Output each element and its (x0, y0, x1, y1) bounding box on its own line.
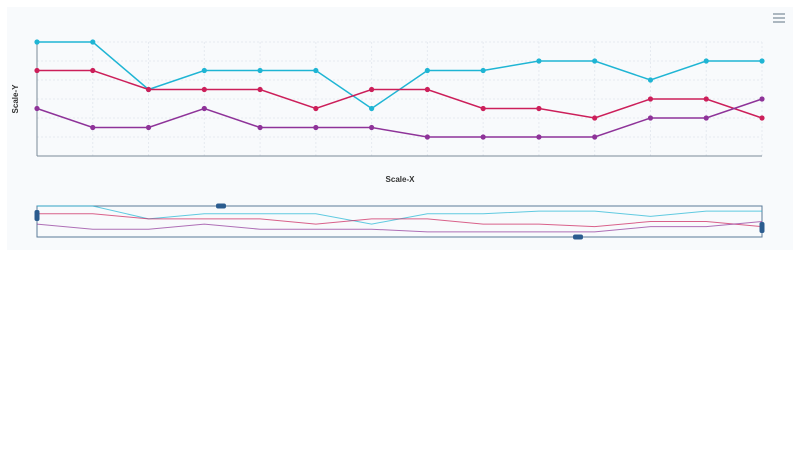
data-point[interactable] (369, 124, 375, 131)
data-point[interactable] (424, 86, 430, 93)
data-point[interactable] (257, 124, 263, 131)
data-point[interactable] (313, 67, 319, 74)
data-point[interactable] (34, 39, 40, 45)
data-point[interactable] (592, 115, 598, 121)
data-point[interactable] (480, 134, 486, 140)
series-line-3 (36, 98, 763, 138)
navigator-right-handle[interactable] (759, 222, 765, 233)
data-point[interactable] (201, 67, 207, 74)
y-axis-title: Scale-Y (11, 84, 20, 114)
data-point[interactable] (592, 58, 598, 64)
data-point[interactable] (34, 67, 40, 74)
data-point[interactable] (90, 39, 96, 45)
data-point[interactable] (201, 105, 207, 112)
data-point[interactable] (313, 105, 319, 112)
data-point[interactable] (759, 58, 765, 64)
data-point[interactable] (703, 58, 709, 64)
data-point[interactable] (201, 86, 207, 93)
series-line-2 (37, 69, 763, 119)
data-point[interactable] (34, 105, 40, 112)
data-point[interactable] (536, 58, 542, 64)
data-point[interactable] (759, 115, 765, 121)
data-point[interactable] (592, 134, 598, 140)
data-point[interactable] (145, 124, 152, 131)
data-point[interactable] (257, 86, 263, 93)
data-point[interactable] (759, 96, 765, 102)
data-point[interactable] (647, 115, 654, 121)
data-point[interactable] (90, 67, 96, 74)
data-point[interactable] (536, 105, 542, 112)
navigator-top-handle[interactable] (216, 203, 226, 209)
data-point[interactable] (145, 86, 152, 93)
data-point[interactable] (424, 134, 430, 140)
chart-panel (7, 7, 793, 250)
data-point[interactable] (647, 96, 654, 102)
data-point[interactable] (369, 105, 375, 112)
navigator-series-2 (37, 213, 763, 228)
data-point[interactable] (647, 77, 654, 83)
data-point[interactable] (480, 105, 486, 112)
data-point[interactable] (536, 134, 542, 140)
navigator-bottom-handle[interactable] (573, 234, 583, 240)
data-point[interactable] (424, 67, 430, 74)
data-point[interactable] (703, 96, 709, 102)
data-point[interactable] (369, 86, 375, 93)
hamburger-menu-icon[interactable] (770, 10, 788, 26)
data-point[interactable] (90, 124, 96, 131)
navigator-series-3 (36, 221, 763, 233)
x-axis-title: Scale-X (386, 175, 416, 184)
navigator-left-handle[interactable] (34, 210, 40, 221)
data-point[interactable] (257, 67, 263, 74)
data-point[interactable] (313, 124, 319, 131)
navigator[interactable] (34, 203, 765, 240)
grid (36, 41, 763, 156)
data-point[interactable] (480, 67, 486, 74)
data-point[interactable] (703, 115, 709, 121)
